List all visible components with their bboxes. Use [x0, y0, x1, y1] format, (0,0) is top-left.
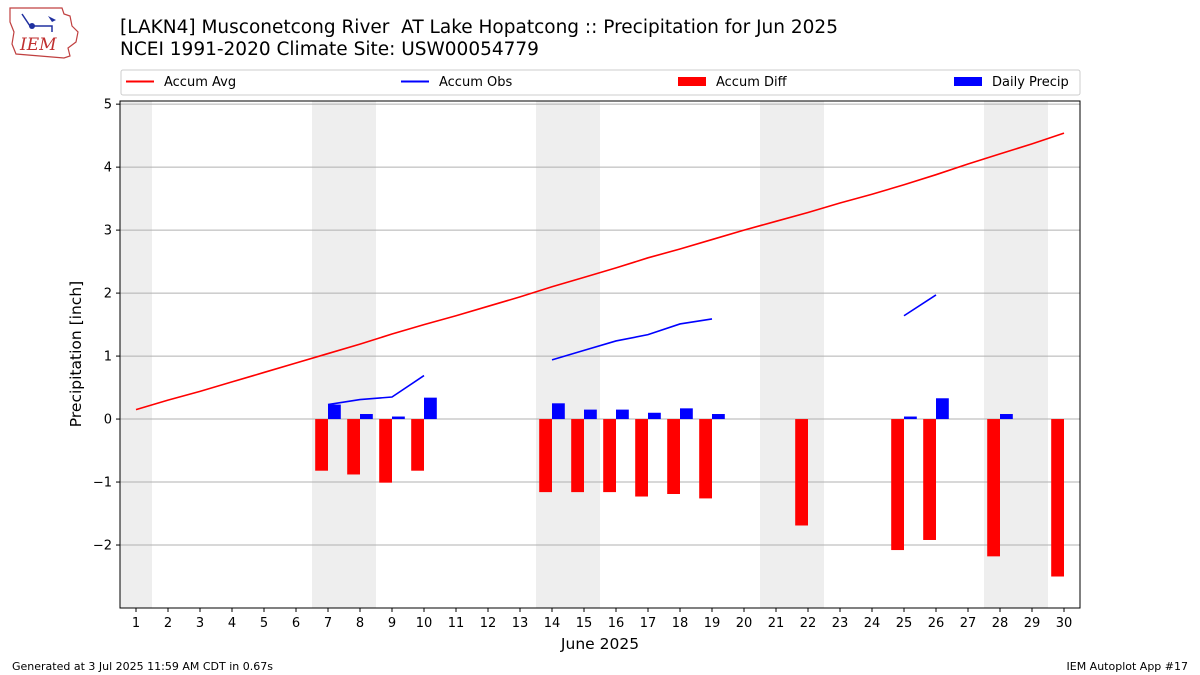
y-tick-label: −2	[93, 539, 112, 554]
accum-diff-bar	[667, 419, 680, 495]
x-axis-label: June 2025	[560, 635, 639, 653]
daily-precip-bar	[328, 404, 341, 420]
x-tick-label: 11	[448, 616, 465, 631]
accum-diff-bar	[1051, 419, 1064, 577]
daily-precip-bar	[584, 409, 597, 420]
weekend-band	[312, 101, 376, 608]
daily-precip-bar	[680, 408, 693, 420]
x-tick-label: 3	[196, 616, 204, 631]
x-tick-label: 17	[640, 616, 657, 631]
x-tick-label: 18	[672, 616, 689, 631]
logo-text: IEM	[19, 35, 57, 55]
y-tick-label: 4	[104, 161, 112, 176]
x-tick-label: 12	[480, 616, 497, 631]
legend-label: Accum Diff	[716, 75, 788, 90]
app-credit: IEM Autoplot App #17	[1066, 660, 1189, 673]
accum-diff-bar	[923, 419, 936, 540]
accum-obs-line	[327, 374, 425, 406]
daily-precip-bar	[1000, 414, 1013, 420]
x-tick-label: 21	[768, 616, 785, 631]
x-tick-label: 24	[864, 616, 881, 631]
x-tick-label: 22	[800, 616, 817, 631]
y-axis-label: Precipitation [inch]	[67, 281, 85, 427]
accum-diff-bar	[411, 419, 424, 471]
x-tick-label: 15	[576, 616, 593, 631]
y-tick-label: 3	[104, 224, 112, 239]
legend-label: Accum Avg	[164, 75, 236, 90]
weekend-shading	[120, 101, 1048, 608]
x-tick-label: 4	[228, 616, 236, 631]
x-tick-label: 8	[356, 616, 364, 631]
y-gridlines	[120, 103, 1080, 546]
daily-precip-bar	[712, 414, 725, 420]
daily-precip-bar	[392, 416, 405, 420]
chart-title: [LAKN4] Musconetcong River AT Lake Hopat…	[120, 17, 838, 38]
accum-diff-bar	[891, 419, 904, 551]
x-tick-label: 14	[544, 616, 561, 631]
x-tick-label: 23	[832, 616, 849, 631]
y-tick-label: 5	[104, 98, 112, 113]
legend-bar-swatch	[678, 77, 706, 86]
accum-diff-bar	[987, 419, 1000, 557]
x-tick-label: 7	[324, 616, 332, 631]
x-tick-label: 5	[260, 616, 268, 631]
x-tick-label: 1	[132, 616, 140, 631]
accum-diff-bar	[795, 419, 808, 526]
weekend-band	[120, 101, 152, 608]
iem-logo: IEM	[6, 4, 82, 64]
x-tick-label: 28	[992, 616, 1009, 631]
weekend-band	[760, 101, 824, 608]
y-tick-label: −1	[93, 476, 112, 491]
daily-precip-bar	[904, 416, 917, 420]
x-tick-label: 16	[608, 616, 625, 631]
x-tick-label: 20	[736, 616, 753, 631]
legend: Accum Avg Accum Obs Accum Diff Daily Precip	[120, 69, 1081, 96]
x-tick-label: 13	[512, 616, 529, 631]
generated-note: Generated at 3 Jul 2025 11:59 AM CDT in …	[12, 660, 273, 673]
accum-diff-bar	[603, 419, 616, 493]
daily-precip-bar	[616, 409, 629, 420]
daily-precip-bar	[424, 397, 437, 420]
legend-label: Daily Precip	[992, 75, 1069, 90]
lines	[135, 132, 1065, 411]
legend-bar-swatch	[954, 77, 982, 86]
accum-diff-bar	[571, 419, 584, 493]
accum-diff-bar	[379, 419, 392, 483]
y-tick-label: 2	[104, 287, 112, 302]
accum-diff-bar	[539, 419, 552, 493]
x-tick-label: 6	[292, 616, 300, 631]
daily-precip-bar	[936, 398, 949, 420]
plot-frame	[119, 100, 1081, 609]
accum-diff-bar	[315, 419, 328, 471]
legend-box	[120, 69, 1081, 96]
accum-obs-line	[903, 294, 937, 317]
x-tick-label: 26	[928, 616, 945, 631]
x-tick-label: 30	[1056, 616, 1073, 631]
y-axis-ticks: −2 −1 0 1 2 3 4 5	[93, 98, 120, 554]
x-tick-label: 29	[1024, 616, 1041, 631]
x-tick-label: 25	[896, 616, 913, 631]
accum-diff-bar	[635, 419, 648, 497]
x-axis-ticks: 1 2 3 4 5 6 7 8 9 10 11 12 13 14 15 16 17 18 19 20 21 22 23 24 2…	[132, 608, 1072, 631]
x-tick-label: 19	[704, 616, 721, 631]
accum-diff-bar	[699, 419, 712, 499]
y-tick-label: 1	[104, 350, 112, 365]
accum-diff-bar	[347, 419, 360, 475]
x-tick-label: 2	[164, 616, 172, 631]
daily-precip-bar	[648, 412, 661, 420]
daily-precip-bar	[360, 414, 373, 420]
x-tick-label: 27	[960, 616, 977, 631]
x-tick-label: 10	[416, 616, 433, 631]
accum-obs-line	[551, 318, 713, 361]
accum-avg-line	[135, 132, 1065, 411]
daily-precip-bar	[552, 403, 565, 420]
x-tick-label: 9	[388, 616, 396, 631]
y-tick-label: 0	[104, 413, 112, 428]
chart-subtitle: NCEI 1991-2020 Climate Site: USW00054779	[120, 39, 539, 60]
legend-label: Accum Obs	[439, 75, 512, 90]
bars	[315, 397, 1064, 577]
